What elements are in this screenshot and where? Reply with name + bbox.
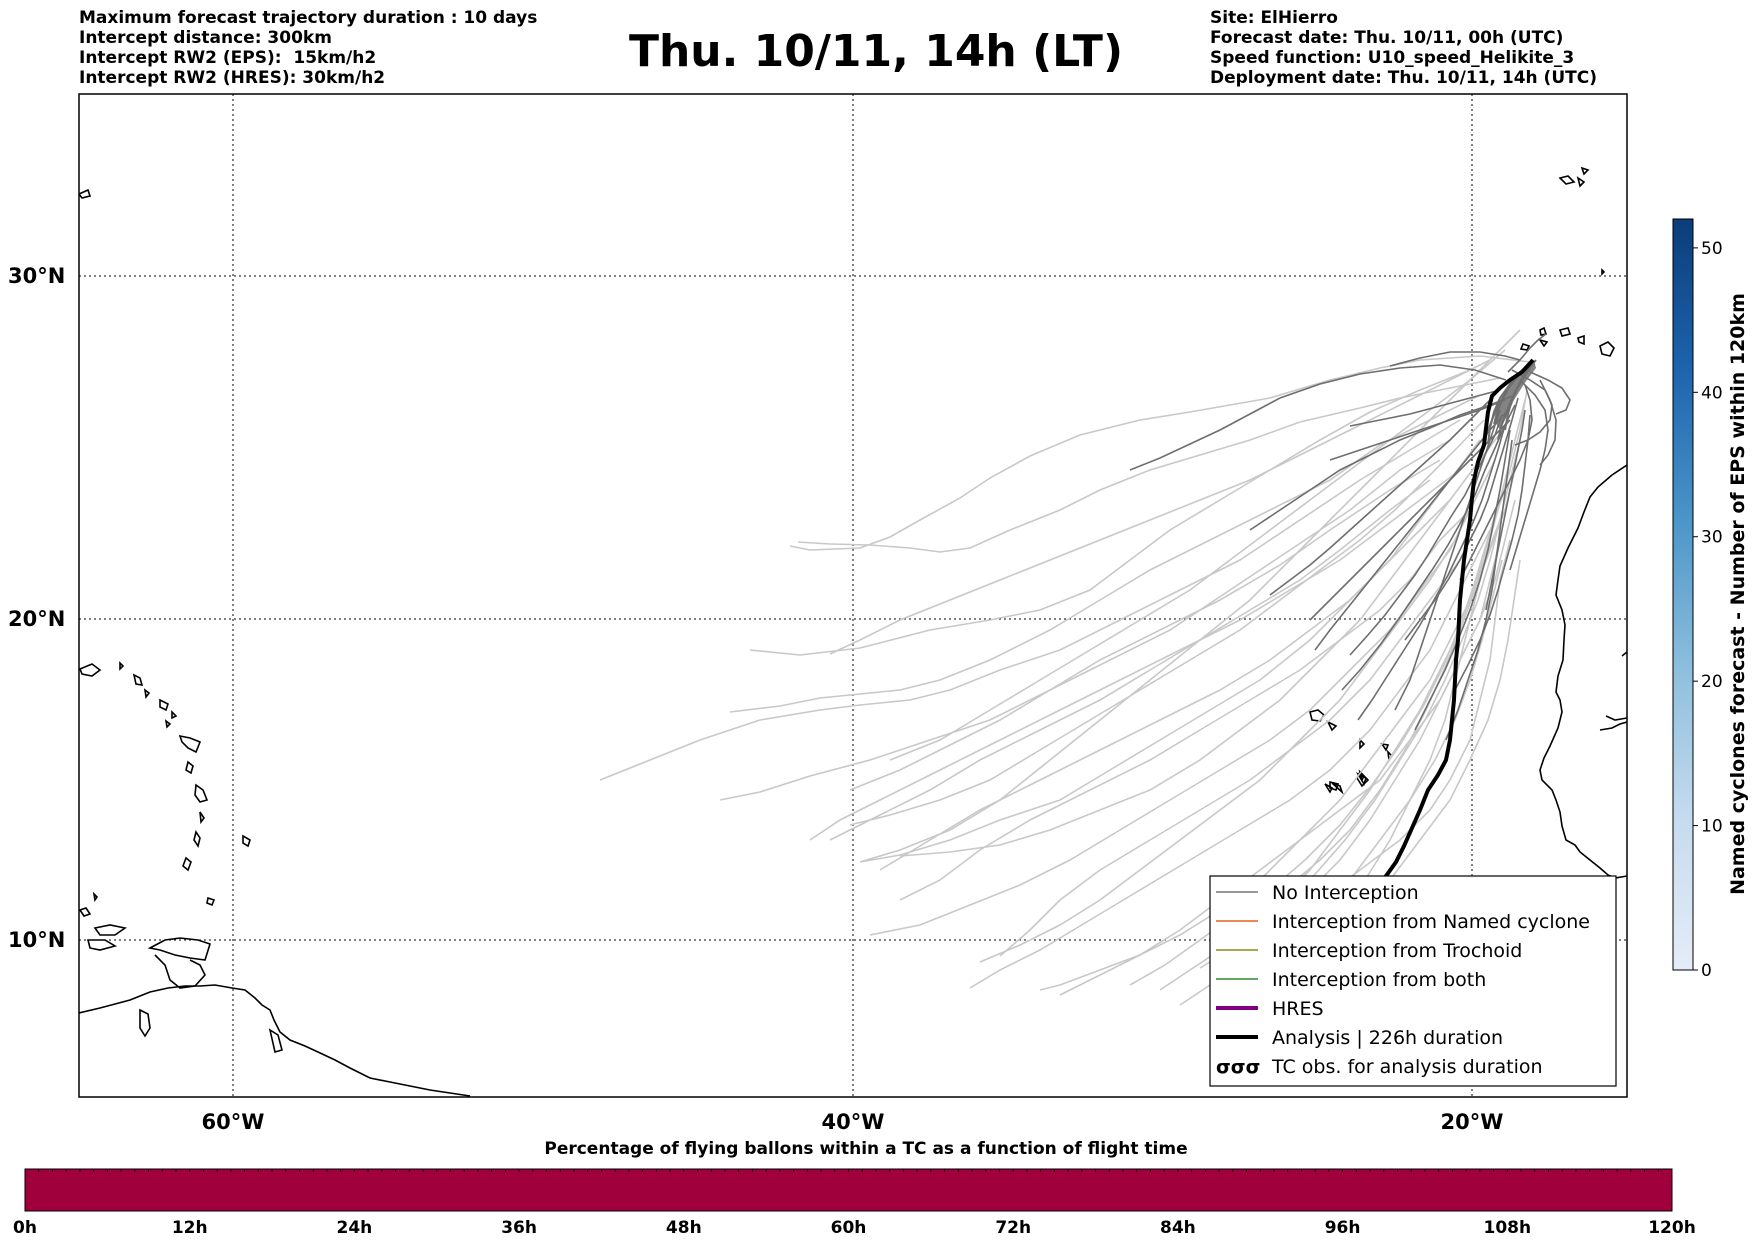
colorbar-right-tick-label: 0 <box>1701 961 1712 981</box>
bottom-bar-tick-label: 12h <box>172 1218 208 1238</box>
colorbar-right-tick-label: 50 <box>1701 239 1723 259</box>
header-left-line-1: Maximum forecast trajectory duration : 1… <box>79 8 538 28</box>
bottom-bar-tick-label: 96h <box>1325 1218 1361 1238</box>
legend-label-analysis: Analysis | 226h duration <box>1272 1027 1503 1049</box>
bottom-bar-tick-label: 60h <box>831 1218 867 1238</box>
coastlines <box>79 166 1627 1097</box>
bottom-bar-tick-label: 24h <box>337 1218 373 1238</box>
header-right-line-4: Deployment date: Thu. 10/11, 14h (UTC) <box>1210 68 1597 88</box>
legend-label-both: Interception from both <box>1272 969 1486 991</box>
lat-label-30n: 30°N <box>8 264 65 288</box>
colorbar-right-scale <box>1672 218 1694 971</box>
bottom-percentage-bar <box>24 1168 1673 1212</box>
header-right-line-1: Site: ElHierro <box>1210 8 1338 28</box>
bottom-bar-tick-label: 108h <box>1484 1218 1532 1238</box>
lon-label-40w: 40°W <box>822 1110 885 1134</box>
bottom-bar-tick-label: 84h <box>1160 1218 1196 1238</box>
colorbar-right: 0 10 20 30 40 50 Named cyclones forecast - Nu… <box>1672 218 1749 981</box>
bottom-bar-tick-label: 0h <box>13 1218 37 1238</box>
colorbar-right-tick-label: 40 <box>1701 383 1723 403</box>
legend-box <box>1209 875 1617 1087</box>
legend-label-trochoid: Interception from Trochoid <box>1272 940 1522 962</box>
legend-label-no-interception: No Interception <box>1272 882 1419 904</box>
header-left-line-3: Intercept RW2 (EPS): 15km/h2 <box>79 48 377 68</box>
trajectories-dark <box>1129 333 1571 741</box>
colorbar-right-tick-label: 20 <box>1701 672 1723 692</box>
bottom-bar-tick-label: 36h <box>501 1218 537 1238</box>
legend-label-named-cyclone: Interception from Named cyclone <box>1272 911 1590 933</box>
colorbar-right-label: Named cyclones forecast - Number of EPS … <box>1727 293 1749 895</box>
colorbar-right-tick-label: 10 <box>1701 817 1723 837</box>
legend-label-tc-obs: TC obs. for analysis duration <box>1271 1056 1543 1078</box>
legend: No Interception Interception from Named … <box>1209 875 1617 1087</box>
colorbar-right-tick-label: 30 <box>1701 528 1723 548</box>
lat-label-20n: 20°N <box>8 607 65 631</box>
figure-title: Thu. 10/11, 14h (LT) <box>628 26 1124 77</box>
header-left-line-2: Intercept distance: 300km <box>79 28 332 48</box>
origin-cluster-fill <box>1494 360 1536 430</box>
bottom-bar-tick-label: 120h <box>1648 1218 1696 1238</box>
header-right-line-2: Forecast date: Thu. 10/11, 00h (UTC) <box>1210 28 1564 48</box>
legend-label-hres: HRES <box>1272 998 1324 1020</box>
header-left-line-4: Intercept RW2 (HRES): 30km/h2 <box>79 68 386 88</box>
bottom-bar-tick-label: 48h <box>666 1218 702 1238</box>
tc-obs-symbol-icon: σσσ <box>1216 1056 1260 1078</box>
header-right-line-3: Speed function: U10_speed_Helikite_3 <box>1210 48 1575 68</box>
lon-label-60w: 60°W <box>202 1110 265 1134</box>
bottom-bar-title: Percentage of flying ballons within a TC… <box>544 1139 1187 1159</box>
lat-label-10n: 10°N <box>8 928 65 952</box>
bottom-bar-tick-label: 72h <box>995 1218 1031 1238</box>
lon-label-20w: 20°W <box>1441 1110 1504 1134</box>
